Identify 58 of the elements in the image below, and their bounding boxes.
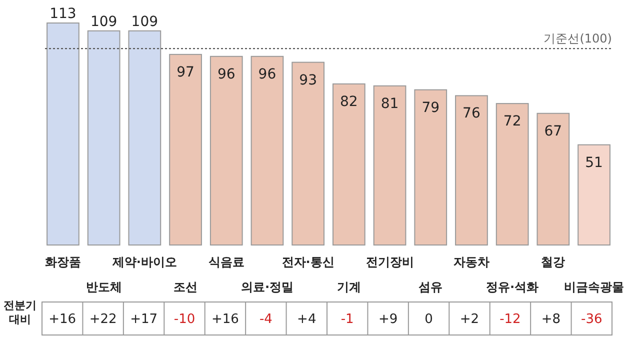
- data-label: +22: [89, 312, 117, 327]
- data-label: 82: [340, 94, 358, 110]
- bar: [414, 89, 448, 246]
- data-label: 113: [50, 6, 76, 22]
- data-label: 109: [131, 14, 158, 30]
- ref-line-label: 기준선(100): [544, 32, 612, 46]
- bar: [128, 30, 162, 246]
- bar: [536, 112, 570, 246]
- x-tick-label: 전기장비: [366, 255, 414, 269]
- x-tick-label: 식음료: [208, 255, 244, 269]
- data-label: +4: [297, 312, 316, 327]
- bar: [292, 62, 325, 246]
- bar: [210, 56, 243, 246]
- x-tick-label: 반도체: [86, 280, 122, 294]
- x-tick-label: 기계: [336, 280, 361, 294]
- bar: [87, 30, 120, 246]
- data-label: +2: [460, 312, 480, 327]
- data-label: 109: [90, 14, 118, 30]
- bar: [578, 144, 610, 246]
- data-label: 76: [462, 106, 480, 122]
- data-label: -10: [174, 312, 196, 327]
- x-tick-label: 섬유: [418, 280, 443, 294]
- data-label: +16: [48, 312, 76, 327]
- bar: [373, 85, 406, 246]
- bar: [46, 22, 80, 246]
- data-label: -12: [500, 312, 521, 327]
- bar: [455, 95, 488, 246]
- data-label: 67: [544, 123, 562, 140]
- x-tick-label: 화장품: [44, 255, 81, 269]
- data-label: 51: [585, 154, 603, 171]
- bar: [496, 103, 529, 246]
- data-label: 81: [380, 96, 399, 112]
- bar: [169, 54, 202, 246]
- x-tick-label: 자동차: [453, 255, 490, 269]
- data-label: 0: [424, 312, 433, 327]
- x-tick-label: 정유·석화: [486, 280, 539, 294]
- x-tick-label: 의료·정밀: [240, 280, 294, 294]
- data-label: 72: [503, 114, 522, 130]
- data-label: +16: [211, 312, 239, 327]
- x-tick-label: 철강: [541, 255, 566, 269]
- x-tick-label: 전자·통신: [282, 255, 334, 269]
- x-tick-label: 비금속광물: [564, 280, 624, 294]
- data-label: +9: [378, 312, 398, 327]
- data-label: -1: [340, 312, 354, 327]
- text: 전분기 대비: [4, 299, 36, 326]
- data-label: 96: [217, 66, 236, 82]
- bar: [332, 83, 366, 246]
- x-tick-label: 조선: [174, 280, 198, 294]
- data-label: +17: [130, 312, 158, 327]
- x-tick-label: 제약·바이오: [111, 255, 177, 269]
- data-label: -36: [581, 312, 602, 327]
- data-label: 93: [299, 72, 317, 88]
- bar: [250, 56, 284, 246]
- data-label: 97: [176, 64, 194, 80]
- data-label: 96: [258, 66, 276, 82]
- data-label: 79: [422, 100, 440, 116]
- data-label: -4: [259, 312, 272, 327]
- data-label: +8: [541, 312, 561, 327]
